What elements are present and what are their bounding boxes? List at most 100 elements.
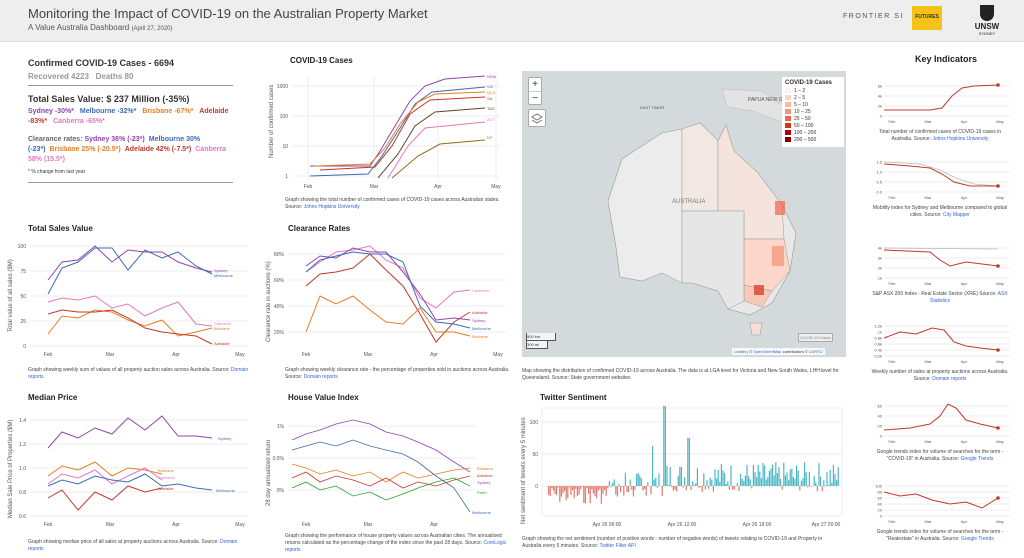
twitter-bar bbox=[698, 486, 700, 488]
ki-ytick: 1k bbox=[878, 330, 882, 335]
ki-source-link[interactable]: City Mapper bbox=[942, 212, 970, 218]
wa-region bbox=[607, 128, 683, 284]
twitter-bar bbox=[706, 479, 708, 486]
twitter-bar bbox=[693, 485, 695, 486]
twitter-bar bbox=[644, 486, 646, 490]
ki-xtick: Apr bbox=[961, 519, 968, 524]
twitter-bar bbox=[796, 465, 798, 486]
key-indicator-caption: Google trends index for volume of search… bbox=[870, 529, 1010, 543]
sydney-line bbox=[47, 245, 213, 281]
hvi-lines bbox=[291, 419, 471, 513]
hvi-source-link[interactable]: CoreLogic reports bbox=[285, 540, 507, 553]
twitter-bar bbox=[562, 486, 564, 494]
twitter-bar bbox=[655, 477, 657, 486]
hvi-labels: Brisbane Adelaide Sydney Perth Melbourne bbox=[472, 466, 494, 515]
covid-map[interactable]: PAPUA NEW GUINEA EAST TIMOR AUSTRALIA + … bbox=[522, 71, 846, 357]
twitter-bar bbox=[645, 486, 647, 496]
twitter-bar bbox=[760, 478, 762, 486]
attr-osm[interactable]: OpenStreetMap bbox=[753, 349, 782, 354]
twitter-bar bbox=[813, 476, 815, 486]
zoom-out-button[interactable]: − bbox=[532, 93, 538, 104]
confirmed-cases: Confirmed COVID-19 Cases - 6694 bbox=[28, 58, 175, 68]
ki-source-link[interactable]: ASX Statistics bbox=[929, 291, 1008, 304]
twitter-bar bbox=[695, 483, 697, 486]
twitter-bar bbox=[823, 480, 825, 486]
ki-xtick: Feb bbox=[889, 119, 897, 124]
ki-source-link[interactable]: Domain reports bbox=[932, 376, 967, 382]
twitter-bar bbox=[692, 481, 694, 486]
clearance-ytick: 40% bbox=[274, 304, 285, 310]
twitter-bar bbox=[687, 438, 689, 486]
divider bbox=[28, 182, 233, 183]
attr-leaflet[interactable]: Leaflet bbox=[734, 349, 747, 354]
subtitle-text: A Value Australia Dashboard bbox=[28, 23, 130, 32]
clearance-city-change: Melbourne 30% (-23*) bbox=[28, 136, 201, 153]
clearance-source-link[interactable]: Domain reports bbox=[303, 374, 338, 380]
twitter-bar bbox=[596, 486, 598, 499]
legend-label: 2 – 5 bbox=[794, 95, 806, 101]
median-source-link[interactable]: Domain reports bbox=[28, 539, 238, 552]
twitter-bar bbox=[650, 486, 652, 495]
sa-region bbox=[681, 210, 745, 310]
twitter-xtick: Apr 26 06:00 bbox=[593, 522, 622, 528]
twitter-bar bbox=[829, 469, 831, 486]
legend-label: 1 – 2 bbox=[794, 88, 806, 94]
legend-swatch bbox=[785, 116, 791, 122]
twitter-bar bbox=[799, 486, 801, 491]
covid-source-label: Source: bbox=[285, 204, 303, 210]
ki-ytick: 0.2k bbox=[874, 354, 882, 359]
sales-chart-title: Total Sales Value bbox=[28, 224, 93, 233]
twitter-bar bbox=[557, 486, 559, 488]
adelaide-line bbox=[47, 485, 163, 511]
brisbane-line bbox=[305, 295, 471, 337]
clearance-ytick: 20% bbox=[274, 330, 285, 336]
covid-xtick: May bbox=[491, 184, 501, 190]
sydney-line bbox=[291, 419, 471, 473]
ki-xtick: Apr bbox=[961, 195, 968, 200]
twitter-bar bbox=[772, 464, 774, 486]
ki-end-dot bbox=[996, 426, 1000, 430]
ki-caption-text: Mobility index for Sydney and Melbourne … bbox=[872, 205, 1008, 218]
twitter-bar bbox=[831, 482, 833, 486]
clearance-ylabel: Clearance rate in auctions (%) bbox=[266, 261, 272, 342]
sales-source-link[interactable]: Domain reports bbox=[28, 367, 249, 380]
ki-line bbox=[883, 249, 999, 267]
ki-source-link[interactable]: Johns Hopkins University bbox=[932, 136, 989, 142]
legend-item: 1 – 2 bbox=[785, 88, 841, 95]
ki-ytick: 40 bbox=[878, 502, 883, 507]
hvi-label: Adelaide bbox=[477, 473, 493, 478]
ki-xtick: Mar bbox=[925, 195, 933, 200]
ki-source-link[interactable]: Google Trends bbox=[960, 456, 994, 462]
twitter-source-link[interactable]: Twitter Filter API bbox=[599, 543, 636, 549]
brisbane-line bbox=[291, 463, 471, 483]
twitter-bar bbox=[746, 464, 748, 486]
unsw-logo: UNSW SYDNEY bbox=[972, 5, 1002, 37]
sydney-line bbox=[305, 247, 471, 321]
clearance-label: Sydney bbox=[472, 318, 485, 323]
ki-ytick: 3k bbox=[878, 256, 882, 261]
clearance-chart-title: Clearance Rates bbox=[288, 224, 351, 233]
twitter-bar bbox=[762, 462, 764, 486]
scale-mi: 300 mi bbox=[526, 341, 548, 349]
layers-icon-shape bbox=[531, 113, 543, 124]
ki-ytick: 0 bbox=[880, 114, 883, 119]
ki-source-link[interactable]: Google Trends bbox=[960, 536, 994, 542]
unsw-logo-text: UNSW bbox=[974, 22, 1000, 31]
clearance-xtick: Apr bbox=[430, 352, 438, 358]
sales-ytick: 50 bbox=[20, 294, 26, 300]
covid-source-link[interactable]: Johns Hopkins University bbox=[303, 204, 360, 210]
layers-button[interactable] bbox=[528, 109, 546, 127]
ki-ytick: 0.5 bbox=[876, 180, 882, 185]
twitter-bar bbox=[584, 486, 586, 504]
sa-line bbox=[319, 96, 486, 171]
ki-line bbox=[883, 163, 998, 187]
legend-item: 25 – 50 bbox=[785, 116, 841, 123]
ki-ytick: 0.0 bbox=[876, 190, 882, 195]
attr-carto[interactable]: CARTO bbox=[808, 349, 823, 354]
twitter-bar bbox=[564, 486, 566, 492]
median-xtick: Apr bbox=[172, 522, 180, 528]
twitter-bar bbox=[800, 480, 802, 486]
median-grid bbox=[30, 419, 248, 517]
zoom-in-button[interactable]: + bbox=[529, 78, 541, 92]
